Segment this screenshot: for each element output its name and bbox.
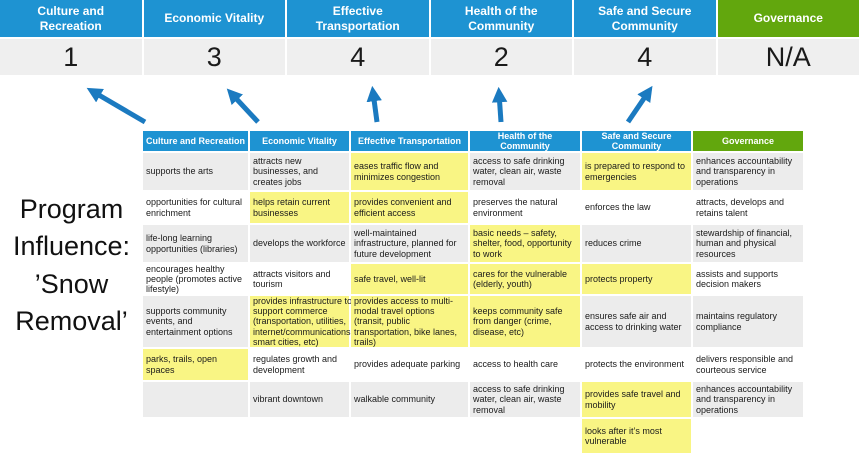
matrix-cell: ensures safe air and access to drinking …: [582, 296, 691, 347]
priority-score-economic-vitality: 3: [143, 39, 285, 75]
matrix-cell: regulates growth and development: [250, 349, 349, 380]
matrix-cell: helps retain current businesses: [250, 192, 349, 223]
priority-header-economic-vitality: Economic Vitality: [143, 0, 285, 37]
matrix-cell: provides access to multi-modal travel op…: [351, 296, 468, 347]
matrix-header-effective-transportation: Effective Transportation: [351, 131, 468, 151]
matrix-cell: well-maintained infrastructure, planned …: [351, 225, 468, 262]
matrix-cell: safe travel, well-lit: [351, 264, 468, 294]
matrix-cell: develops the workforce: [250, 225, 349, 262]
matrix-cell: life-long learning opportunities (librar…: [143, 225, 248, 262]
matrix-cell: supports community events, and entertain…: [143, 296, 248, 347]
title-line: Program: [19, 194, 124, 224]
matrix-header-economic-vitality: Economic Vitality: [250, 131, 349, 151]
priority-scoreboard: Culture and Recreation Economic Vitality…: [0, 0, 859, 75]
matrix-cell: provides infrastructure to support comme…: [250, 296, 353, 347]
matrix-cell: attracts, develops and retains talent: [693, 192, 803, 223]
matrix-cell: provides adequate parking: [351, 349, 468, 380]
priority-score-health-of-the-community: 2: [430, 39, 572, 75]
arrows-layer: [86, 85, 653, 125]
priority-score-culture-and-recreation: 1: [0, 39, 142, 75]
matrix-cell: access to health care: [470, 349, 580, 380]
matrix-header-culture-and-recreation: Culture and Recreation: [143, 131, 248, 151]
matrix-cell: provides safe travel and mobility: [582, 382, 691, 417]
matrix-cell: stewardship of financial, human and phys…: [693, 225, 803, 262]
matrix-cell: assists and supports decision makers: [693, 264, 803, 294]
matrix-cell: opportunities for cultural enrichment: [143, 192, 248, 223]
matrix-cell: attracts visitors and tourism: [250, 264, 349, 294]
priority-header-safe-and-secure-community: Safe and Secure Community: [574, 0, 716, 37]
priority-header-governance: Governance: [717, 0, 859, 37]
matrix-cell: enhances accountability and transparency…: [693, 382, 803, 417]
matrix-cell: attracts new businesses, and creates job…: [250, 153, 349, 190]
title-line: ’Snow: [34, 268, 109, 299]
matrix-cell: is prepared to respond to emergencies: [582, 153, 691, 190]
title-line: Removal’: [15, 305, 128, 336]
influence-arrow-health: [491, 86, 508, 123]
priority-score-governance: N/A: [717, 39, 859, 75]
matrix-cell: enhances accountability and transparency…: [693, 153, 803, 190]
influence-arrow-safe: [625, 85, 653, 124]
matrix-cell: keeps community safe from danger (crime,…: [470, 296, 580, 347]
influence-arrow-transportation: [366, 85, 382, 123]
matrix-cell: parks, trails, open spaces: [143, 349, 248, 380]
matrix-header-health-of-the-community: Health of the Community: [470, 131, 580, 151]
matrix-cell: preserves the natural environment: [470, 192, 580, 223]
priority-score-effective-transportation: 4: [287, 39, 429, 75]
matrix-cell: cares for the vulnerable (elderly, youth…: [470, 264, 580, 294]
matrix-cell: access to safe drinking water, clean air…: [470, 153, 580, 190]
matrix-cell: reduces crime: [582, 225, 691, 262]
matrix-cell: looks after it’s most vulnerable: [582, 419, 691, 453]
priority-header-culture-and-recreation: Culture and Recreation: [0, 0, 142, 37]
priority-header-effective-transportation: Effective Transportation: [287, 0, 429, 37]
matrix-cell: [143, 382, 248, 417]
matrix-cell: [693, 419, 803, 453]
influence-arrow-economic: [226, 88, 260, 124]
matrix-cell: provides convenient and efficient access: [351, 192, 468, 223]
matrix-cell: protects property: [582, 264, 691, 294]
program-influence-title: Program Influence: ’Snow Removal’: [0, 191, 143, 340]
matrix-cell: access to safe drinking water, clean air…: [470, 382, 580, 417]
matrix-cell: [470, 419, 580, 453]
matrix-cell: encourages healthy people (promotes acti…: [143, 264, 248, 294]
matrix-cell: [143, 419, 248, 453]
matrix-header-safe-and-secure-community: Safe and Secure Community: [582, 131, 691, 151]
matrix-header-governance: Governance: [693, 131, 803, 151]
matrix-cell: maintains regulatory compliance: [693, 296, 803, 347]
matrix-cell: supports the arts: [143, 153, 248, 190]
matrix-cell: delivers responsible and courteous servi…: [693, 349, 803, 380]
matrix-cell: walkable community: [351, 382, 468, 417]
influence-arrow-culture: [86, 87, 147, 125]
matrix-cell: [250, 419, 349, 453]
matrix-cell: eases traffic flow and minimizes congest…: [351, 153, 468, 190]
priority-score-safe-and-secure-community: 4: [574, 39, 716, 75]
matrix-cell: vibrant downtown: [250, 382, 349, 417]
title-line: Influence:: [12, 231, 131, 262]
matrix-cell: protects the environment: [582, 349, 691, 380]
priority-header-health-of-the-community: Health of the Community: [430, 0, 572, 37]
matrix-cell: [351, 419, 468, 453]
matrix-cell: basic needs – safety, shelter, food, opp…: [470, 225, 580, 262]
priority-matrix-table: Culture and Recreation Economic Vitality…: [143, 131, 805, 453]
matrix-cell: enforces the law: [582, 192, 691, 223]
